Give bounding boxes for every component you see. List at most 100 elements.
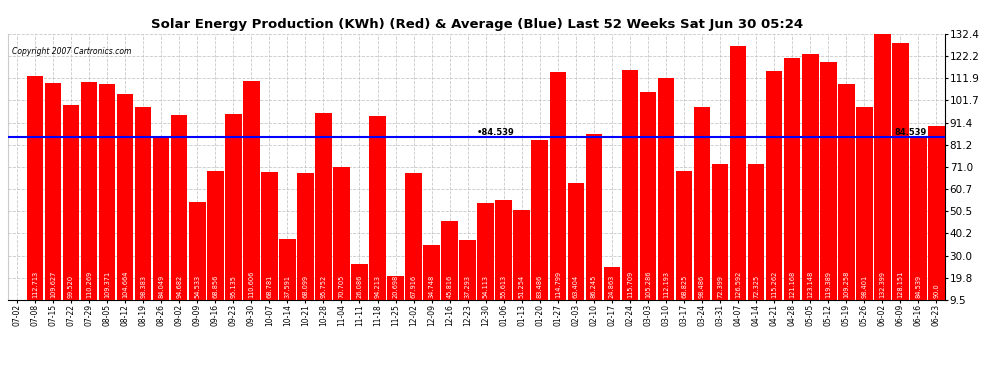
Bar — [424, 245, 440, 321]
Text: 72.399: 72.399 — [717, 275, 723, 298]
Bar — [99, 84, 116, 321]
Bar — [856, 107, 872, 321]
Bar — [929, 126, 944, 321]
Bar — [514, 210, 530, 321]
Bar — [45, 83, 61, 321]
Bar — [189, 202, 206, 321]
Bar — [766, 71, 782, 321]
Text: 37.293: 37.293 — [464, 275, 470, 298]
Text: 132.399: 132.399 — [879, 271, 885, 298]
Bar — [820, 62, 837, 321]
Text: 123.148: 123.148 — [807, 271, 813, 298]
Bar — [495, 200, 512, 321]
Bar — [279, 239, 296, 321]
Bar — [585, 134, 602, 321]
Bar — [261, 172, 277, 321]
Text: 115.709: 115.709 — [627, 271, 633, 298]
Text: 95.752: 95.752 — [321, 274, 327, 298]
Bar — [351, 264, 368, 321]
Text: 109.627: 109.627 — [50, 270, 56, 298]
Text: 84.049: 84.049 — [158, 274, 164, 298]
Bar — [657, 78, 674, 321]
Text: 26.086: 26.086 — [356, 274, 362, 298]
Bar — [117, 94, 134, 321]
Text: 20.698: 20.698 — [393, 274, 399, 298]
Text: 98.383: 98.383 — [141, 275, 147, 298]
Bar — [152, 138, 169, 321]
Text: 121.168: 121.168 — [789, 271, 795, 298]
Bar — [694, 107, 711, 321]
Bar — [676, 171, 692, 321]
Text: 72.325: 72.325 — [753, 274, 759, 298]
Text: 110.269: 110.269 — [86, 271, 92, 298]
Bar — [784, 58, 801, 321]
Text: 112.713: 112.713 — [32, 271, 38, 298]
Text: 68.856: 68.856 — [212, 274, 218, 298]
Bar — [640, 93, 656, 321]
Text: 68.781: 68.781 — [266, 274, 272, 298]
Bar — [334, 167, 349, 321]
Text: 99.520: 99.520 — [68, 275, 74, 298]
Bar — [532, 140, 548, 321]
Text: 68.099: 68.099 — [302, 275, 309, 298]
Bar — [549, 72, 566, 321]
Bar — [297, 173, 314, 321]
Bar — [730, 46, 746, 321]
Bar — [838, 84, 854, 321]
Bar — [369, 117, 386, 321]
Text: 98.401: 98.401 — [861, 275, 867, 298]
Text: 104.664: 104.664 — [122, 270, 128, 298]
Bar — [171, 116, 187, 321]
Bar — [135, 108, 151, 321]
Bar — [27, 76, 44, 321]
Text: 94.213: 94.213 — [374, 275, 380, 298]
Text: 112.193: 112.193 — [663, 271, 669, 298]
Text: 63.404: 63.404 — [573, 274, 579, 298]
Text: 54.533: 54.533 — [194, 275, 200, 298]
Bar — [802, 54, 819, 321]
Title: Solar Energy Production (KWh) (Red) & Average (Blue) Last 52 Weeks Sat Jun 30 05: Solar Energy Production (KWh) (Red) & Av… — [150, 18, 803, 31]
Text: 114.799: 114.799 — [554, 271, 560, 298]
Text: 84.539: 84.539 — [894, 128, 927, 137]
Bar — [892, 43, 909, 321]
Bar — [910, 137, 927, 321]
Bar — [207, 171, 224, 321]
Bar — [622, 70, 639, 321]
Bar — [81, 82, 97, 321]
Bar — [459, 240, 476, 321]
Text: 83.486: 83.486 — [537, 274, 543, 298]
Text: 70.705: 70.705 — [339, 274, 345, 298]
Text: 115.262: 115.262 — [771, 270, 777, 298]
Text: •84.539: •84.539 — [477, 128, 515, 137]
Text: 67.916: 67.916 — [411, 275, 417, 298]
Text: 54.113: 54.113 — [483, 275, 489, 298]
Bar — [315, 113, 332, 321]
Text: 98.486: 98.486 — [699, 274, 705, 298]
Text: 119.389: 119.389 — [826, 271, 832, 298]
Bar — [567, 183, 584, 321]
Bar — [243, 81, 259, 321]
Text: 128.151: 128.151 — [897, 271, 904, 298]
Text: Copyright 2007 Cartronics.com: Copyright 2007 Cartronics.com — [12, 47, 132, 56]
Text: 90.0: 90.0 — [934, 283, 940, 298]
Text: 94.682: 94.682 — [176, 274, 182, 298]
Text: 34.748: 34.748 — [429, 274, 435, 298]
Text: 37.591: 37.591 — [284, 275, 290, 298]
Bar — [387, 276, 404, 321]
Bar — [712, 164, 729, 321]
Bar — [747, 164, 764, 321]
Text: 55.613: 55.613 — [501, 275, 507, 298]
Text: 24.863: 24.863 — [609, 274, 615, 298]
Bar — [442, 221, 458, 321]
Text: 95.135: 95.135 — [231, 275, 237, 298]
Text: 51.254: 51.254 — [519, 274, 525, 298]
Text: 109.371: 109.371 — [104, 271, 110, 298]
Text: 126.592: 126.592 — [736, 270, 742, 298]
Bar — [225, 114, 242, 321]
Bar — [874, 34, 891, 321]
Bar — [405, 174, 422, 321]
Text: 68.825: 68.825 — [681, 274, 687, 298]
Bar — [604, 267, 620, 321]
Text: 109.258: 109.258 — [843, 270, 849, 298]
Bar — [477, 203, 494, 321]
